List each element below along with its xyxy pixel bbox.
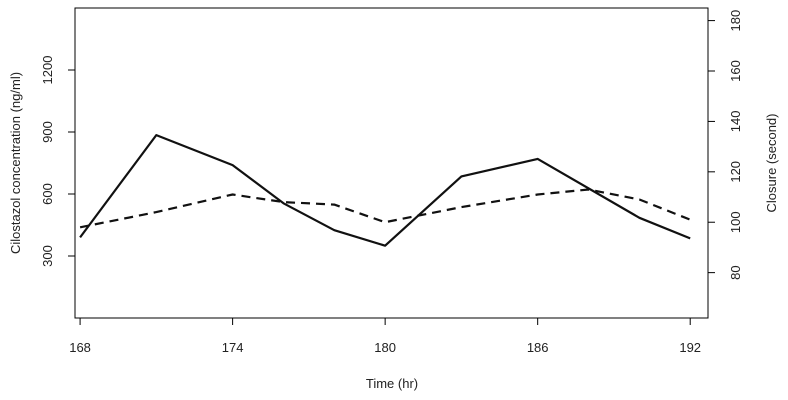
right-y-tick-label-120: 120 [728, 161, 743, 183]
right-y-tick-label-160: 160 [728, 60, 743, 82]
x-tick-label-186: 186 [527, 340, 549, 355]
plot-frame [74, 7, 709, 319]
right-y-tick-label-100: 100 [728, 211, 743, 233]
left-y-tick-label-900: 900 [40, 121, 55, 143]
right-y-axis-title: Closure (second) [764, 114, 779, 213]
left-y-tick-label-300: 300 [40, 245, 55, 267]
x-axis: 168 174 180 186 192 [69, 318, 701, 355]
left-y-axis: 300 600 900 1200 [40, 56, 75, 267]
right-y-tick-label-140: 140 [728, 111, 743, 133]
x-tick-label-192: 192 [679, 340, 701, 355]
x-tick-label-180: 180 [374, 340, 396, 355]
left-y-tick-label-600: 600 [40, 183, 55, 205]
right-y-tick-label-180: 180 [728, 10, 743, 32]
left-y-tick-label-1200: 1200 [40, 56, 55, 85]
concentration-series-line [79, 134, 691, 247]
right-y-axis: 80 100 120 140 160 180 [708, 10, 743, 280]
x-tick-label-174: 174 [222, 340, 244, 355]
x-tick-label-168: 168 [69, 340, 91, 355]
x-axis-title: Time (hr) [366, 376, 418, 391]
left-y-axis-title: Cilostazol concentration (ng/ml) [8, 72, 23, 254]
right-y-tick-label-80: 80 [728, 265, 743, 279]
series-layer [79, 134, 691, 247]
